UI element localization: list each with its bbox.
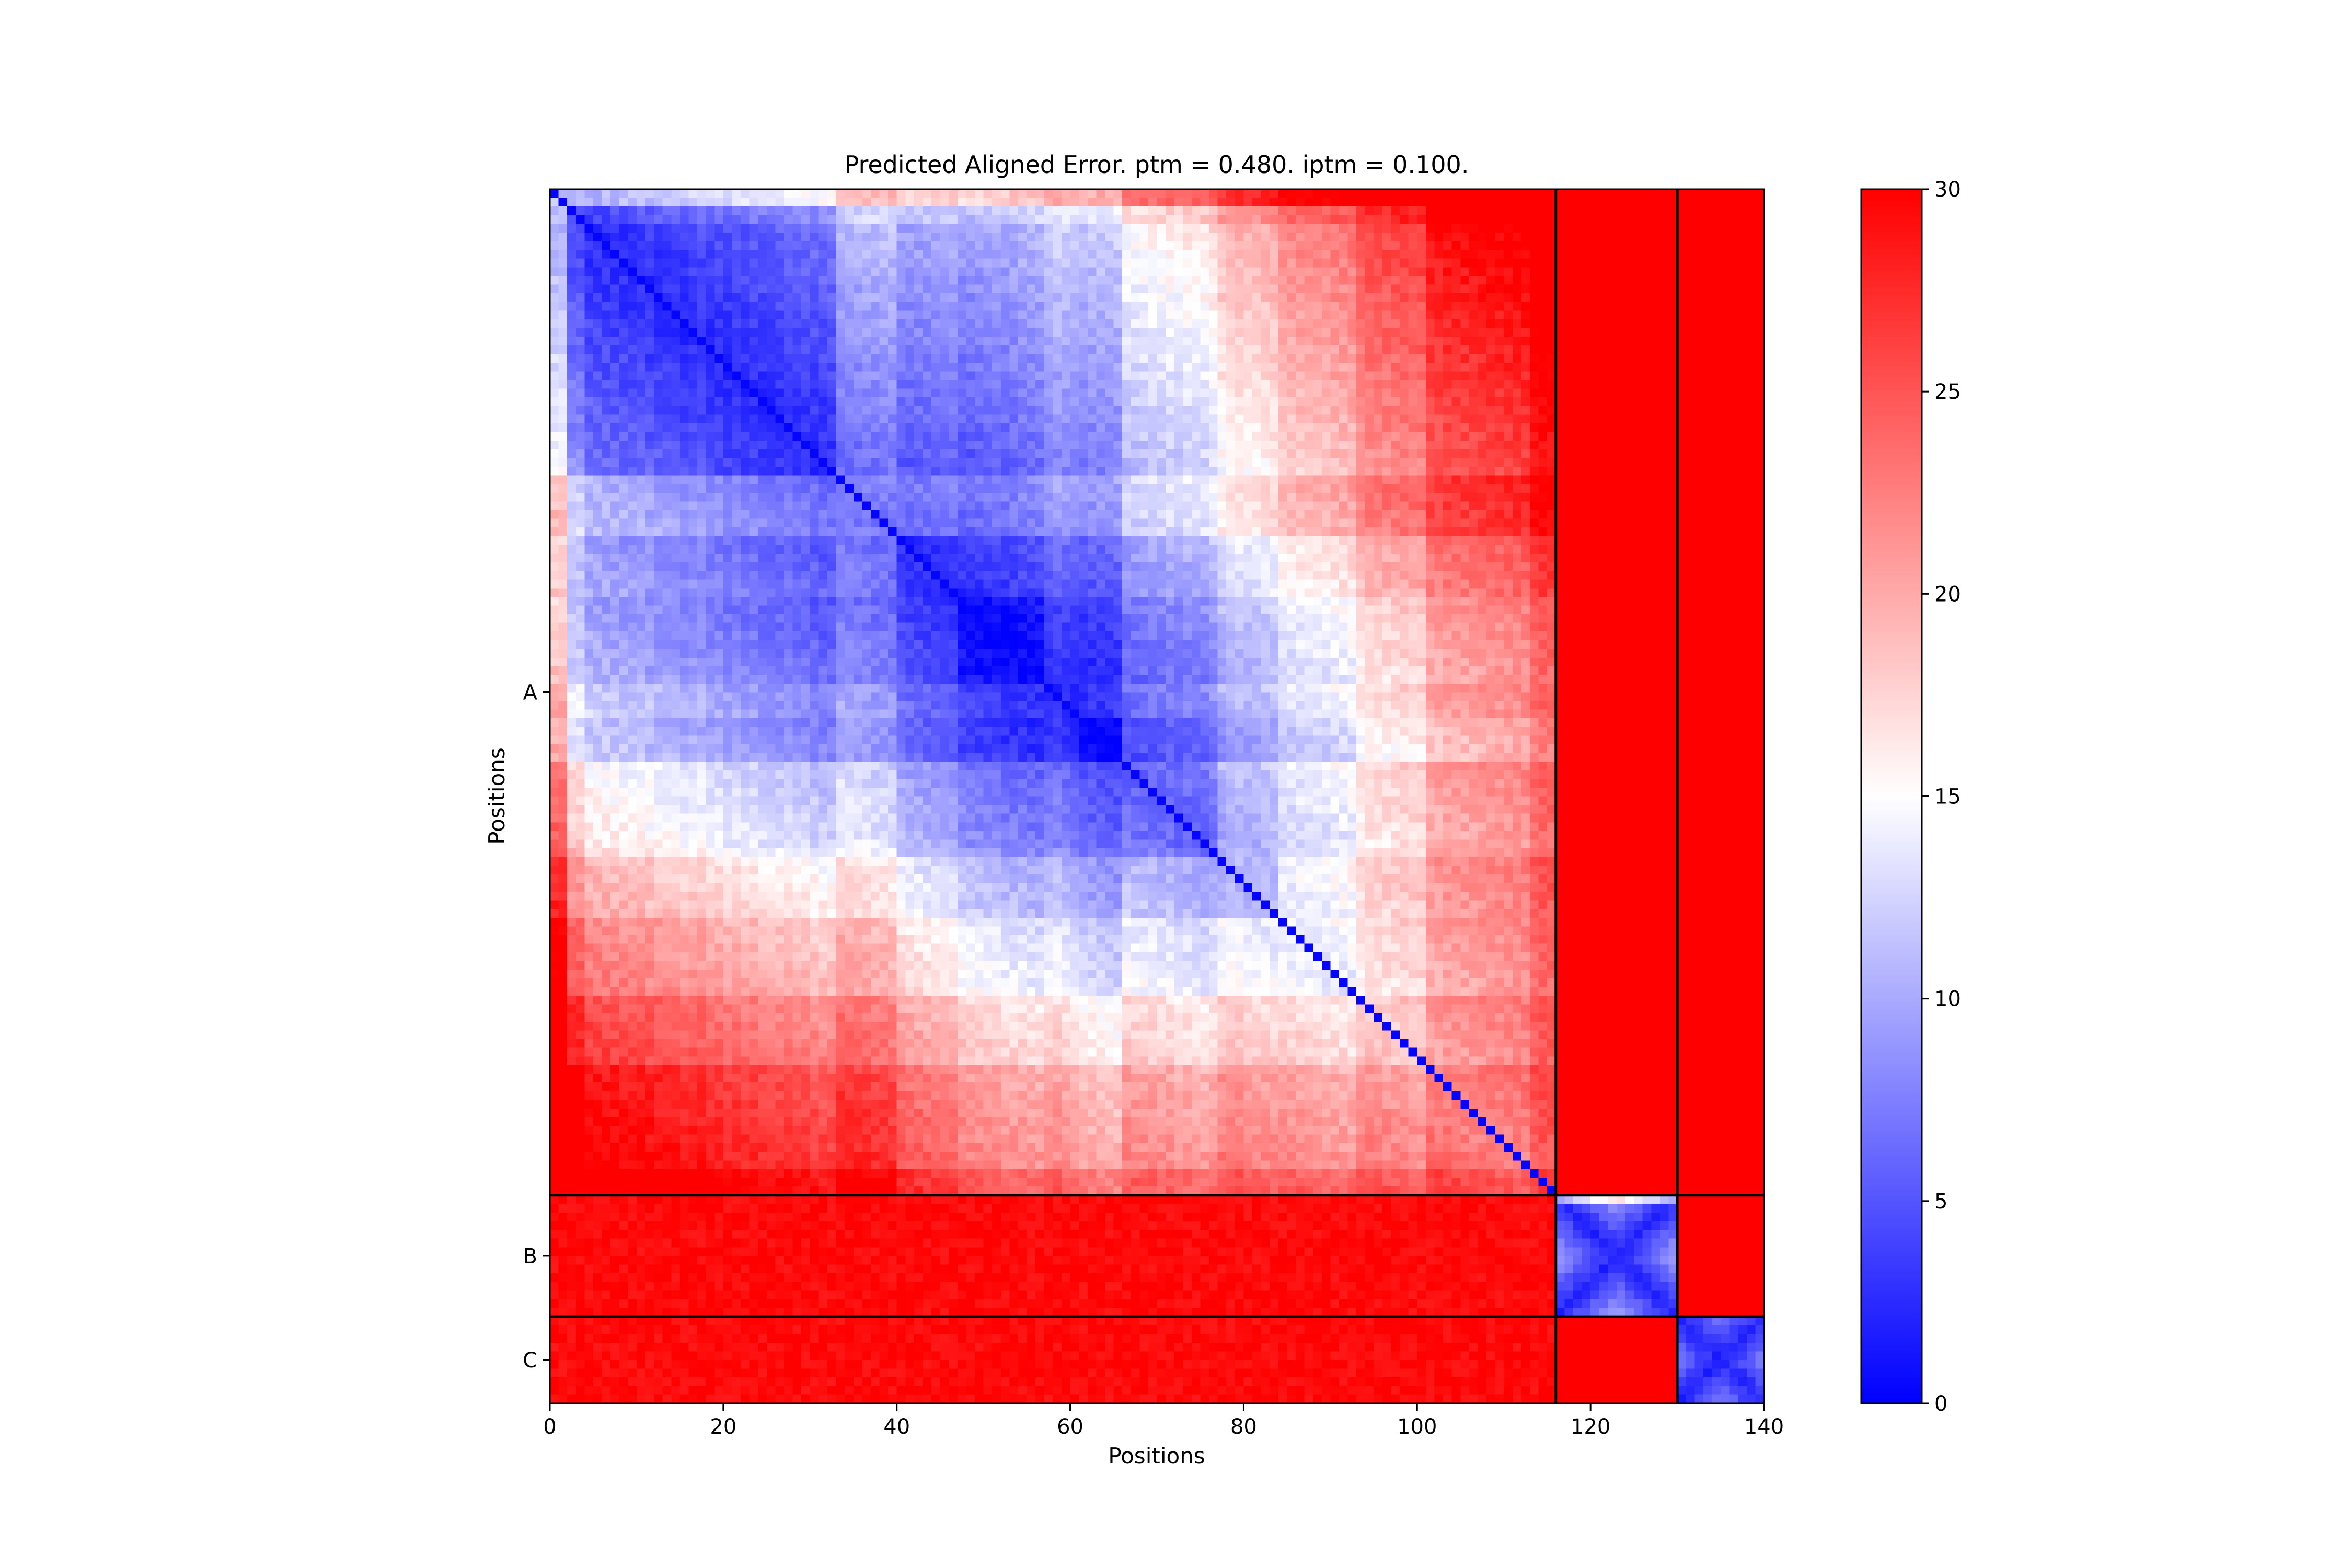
y-tick-label-chain-c: C <box>523 1348 537 1373</box>
colorbar-tick-label: 10 <box>1934 987 1961 1011</box>
colorbar-ticks: 0 5 10 15 20 25 30 <box>1922 178 1961 1416</box>
x-tick-label: 0 <box>543 1415 556 1439</box>
pae-heatmap <box>550 189 1764 1403</box>
x-tick-label: 60 <box>1057 1415 1083 1439</box>
x-tick-label: 40 <box>883 1415 910 1439</box>
colorbar-gradient <box>1861 189 1922 1403</box>
x-tick-label: 120 <box>1571 1415 1610 1439</box>
x-axis-ticks: 0 20 40 60 80 100 120 140 <box>543 1403 1784 1439</box>
colorbar-tick-label: 15 <box>1934 785 1961 809</box>
y-tick-label-chain-b: B <box>523 1244 537 1269</box>
y-tick-label-chain-a: A <box>523 681 538 705</box>
colorbar-tick-label: 25 <box>1934 380 1961 404</box>
x-tick-label: 140 <box>1744 1415 1784 1439</box>
colorbar-tick-label: 20 <box>1934 582 1961 606</box>
y-axis-ticks: A B C <box>523 681 550 1373</box>
plot-frame <box>549 188 1765 1404</box>
x-tick-label: 80 <box>1230 1415 1257 1439</box>
x-axis-label: Positions <box>1108 1443 1205 1469</box>
colorbar-tick-label: 5 <box>1934 1190 1947 1214</box>
x-tick-label: 20 <box>710 1415 736 1439</box>
colorbar-tick-label: 0 <box>1934 1392 1947 1416</box>
colorbar-frame <box>1860 188 1923 1404</box>
chart-title: Predicted Aligned Error. ptm = 0.480. ip… <box>845 151 1469 179</box>
y-axis-label: Positions <box>484 747 510 844</box>
x-tick-label: 100 <box>1397 1415 1437 1439</box>
chain-boundary-lines <box>550 189 1764 1403</box>
colorbar-tick-label: 30 <box>1934 178 1961 202</box>
